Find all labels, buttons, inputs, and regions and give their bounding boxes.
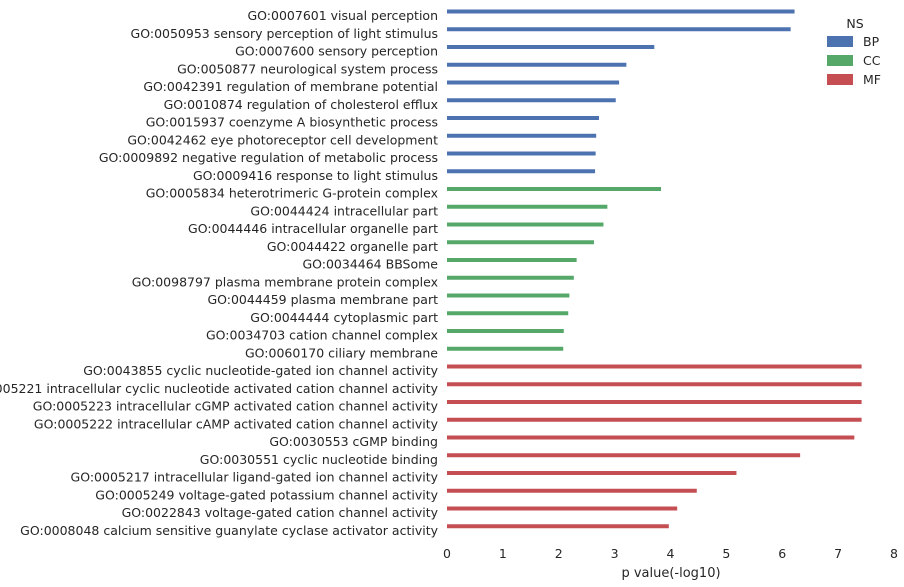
category-label: GO:0005223 intracellular cGMP activated …: [33, 399, 439, 414]
x-tick-label: 2: [555, 546, 563, 561]
category-label: GO:0042391 regulation of membrane potent…: [143, 79, 438, 94]
category-labels: GO:0007601 visual perception GO:0050953 s…: [0, 8, 439, 538]
category-label: GO:0098797 plasma membrane protein compl…: [132, 274, 438, 289]
bar-cc: [447, 240, 594, 245]
category-label: GO:0034703 cation channel complex: [206, 328, 438, 343]
category-label: GO:0044424 intracellular part: [250, 203, 438, 218]
category-label: GO:0060170 ciliary membrane: [245, 345, 438, 360]
category-label: GO:0043855 cyclic nucleotide-gated ion c…: [83, 363, 438, 378]
category-label: GO:0005221 intracellular cyclic nucleoti…: [0, 381, 439, 396]
bar-bp: [447, 80, 620, 85]
bar-mf: [447, 488, 697, 493]
bar-bp: [447, 133, 597, 138]
category-label: GO:0005834 heterotrimeric G-protein comp…: [146, 186, 438, 201]
category-label: GO:0007600 sensory perception: [235, 44, 438, 59]
x-tick-label: 6: [778, 546, 786, 561]
bar-bp: [447, 98, 616, 103]
x-axis-title: p value(-log10): [621, 566, 720, 581]
category-label: GO:0044422 organelle part: [267, 239, 438, 254]
bar-cc: [447, 346, 564, 351]
legend-swatch-bp: [827, 36, 853, 47]
legend-title: NS: [846, 16, 863, 31]
category-label: GO:0044444 cytoplasmic part: [250, 310, 438, 325]
category-label: GO:0050877 neurological system process: [177, 61, 438, 76]
bar-mf: [447, 382, 862, 387]
category-label: GO:0030553 cGMP binding: [269, 434, 438, 449]
bar-mf: [447, 417, 862, 422]
category-label: GO:0009892 negative regulation of metabo…: [99, 150, 438, 165]
bar-cc: [447, 204, 608, 209]
x-tick-label: 7: [834, 546, 842, 561]
bar-mf: [447, 471, 737, 475]
category-label: GO:0044446 intracellular organelle part: [188, 221, 438, 236]
category-label: GO:0005222 intracellular cAMP activated …: [34, 416, 439, 431]
category-label: GO:0008048 calcium sensitive guanylate c…: [20, 523, 438, 538]
bar-cc: [447, 258, 577, 262]
category-label: GO:0005249 voltage-gated potassium chann…: [95, 487, 438, 502]
legend: NS BP CC MF: [827, 16, 881, 87]
bar-bp: [447, 62, 627, 67]
category-label: GO:0042462 eye photoreceptor cell develo…: [127, 132, 438, 147]
bar-bp: [447, 9, 795, 14]
legend-swatch-mf: [827, 74, 853, 85]
category-label: GO:0044459 plasma membrane part: [207, 292, 438, 307]
bar-mf: [447, 453, 801, 458]
bar-bp: [447, 27, 791, 32]
bar-cc: [447, 293, 570, 298]
bar-bp: [447, 45, 655, 49]
bar-mf: [447, 506, 678, 511]
bar-mf: [447, 400, 862, 404]
x-tick-label: 3: [611, 546, 619, 561]
bar-cc: [447, 222, 604, 227]
legend-label-bp: BP: [863, 34, 880, 49]
bar-mf: [447, 524, 669, 529]
bar-cc: [447, 311, 569, 316]
x-axis: 0 1 2 3 4 5 6 7 8: [443, 546, 898, 561]
bar-mf: [447, 435, 855, 440]
category-label: GO:0015937 coenzyme A biosynthetic proce…: [146, 115, 438, 130]
bars: [447, 9, 862, 529]
legend-label-cc: CC: [863, 53, 881, 68]
x-tick-label: 1: [499, 546, 507, 561]
category-label: GO:0022843 voltage-gated cation channel …: [122, 505, 439, 520]
category-label: GO:0009416 response to light stimulus: [193, 168, 438, 183]
legend-swatch-cc: [827, 55, 853, 66]
bar-bp: [447, 169, 596, 174]
category-label: GO:0007601 visual perception: [247, 8, 438, 23]
category-label: GO:0050953 sensory perception of light s…: [131, 26, 438, 41]
x-tick-label: 4: [667, 546, 675, 561]
bar-cc: [447, 329, 564, 333]
bar-cc: [447, 187, 662, 191]
bar-bp: [447, 116, 599, 120]
category-label: GO:0034464 BBSome: [302, 257, 438, 272]
category-label: GO:0010874 regulation of cholesterol eff…: [164, 97, 438, 112]
bar-bp: [447, 151, 596, 156]
bar-mf: [447, 364, 862, 369]
x-tick-label: 0: [443, 546, 451, 561]
category-label: GO:0005217 intracellular ligand-gated io…: [71, 470, 439, 485]
category-label: GO:0030551 cyclic nucleotide binding: [200, 452, 438, 467]
x-tick-label: 8: [890, 546, 898, 561]
legend-label-mf: MF: [863, 72, 881, 87]
bar-cc: [447, 275, 574, 280]
x-tick-label: 5: [722, 546, 730, 561]
